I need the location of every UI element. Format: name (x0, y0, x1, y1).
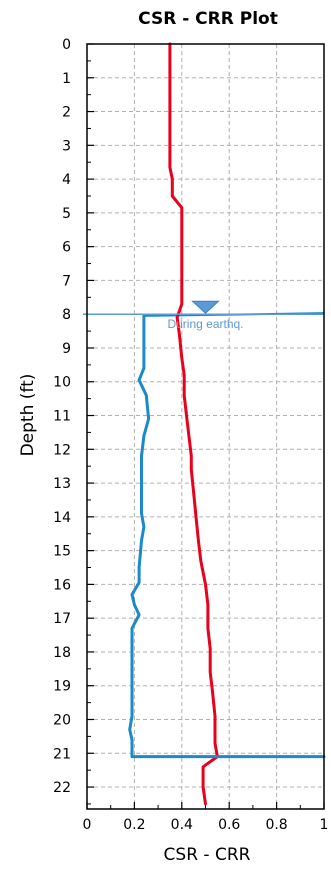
x-tick-label: 1 (320, 817, 329, 833)
water-table-label: During earthq. (167, 317, 243, 331)
y-tick-label: 18 (53, 645, 71, 661)
y-tick-label: 1 (62, 71, 71, 87)
x-tick-label: 0.8 (265, 817, 287, 833)
x-axis-label: CSR - CRR (164, 845, 251, 865)
y-tick-label: 9 (62, 341, 71, 357)
y-tick-label: 12 (53, 442, 71, 458)
y-tick-label: 4 (62, 172, 71, 188)
y-tick-label: 14 (53, 510, 71, 526)
crr-series-line (128, 314, 326, 759)
csr-series-line (168, 42, 219, 806)
y-tick-label: 21 (53, 746, 71, 762)
y-tick-label: 11 (53, 409, 71, 425)
y-tick-label: 17 (53, 611, 71, 627)
y-tick-label: 10 (53, 375, 71, 391)
y-tick-label: 16 (53, 577, 71, 593)
x-tick-label: 0 (83, 817, 92, 833)
y-tick-label: 13 (53, 476, 71, 492)
y-tick-label: 5 (62, 206, 71, 222)
y-tick-label: 0 (62, 37, 71, 53)
y-tick-label: 20 (53, 712, 71, 728)
y-axis-label: Depth (ft) (18, 374, 38, 457)
x-tick-label: 0.4 (171, 817, 193, 833)
y-tick-label: 3 (62, 138, 71, 154)
water-table: During earthq. (83, 300, 324, 331)
y-tick-label: 6 (62, 240, 71, 256)
x-axis-ticks: 0 0.2 0.4 0.6 0.8 1 (83, 802, 329, 833)
y-tick-label: 19 (53, 679, 71, 695)
x-tick-label: 0.2 (123, 817, 145, 833)
x-tick-label: 0.6 (218, 817, 240, 833)
data-series (128, 42, 326, 806)
grid-lines (87, 44, 324, 809)
chart-title: CSR - CRR Plot (138, 9, 278, 29)
y-tick-label: 22 (53, 780, 71, 796)
y-tick-label: 15 (53, 544, 71, 560)
water-table-marker-icon (191, 300, 220, 314)
y-tick-label: 2 (62, 105, 71, 121)
y-tick-label: 8 (62, 307, 71, 323)
y-tick-label: 7 (62, 273, 71, 289)
plot-frame (86, 43, 325, 810)
